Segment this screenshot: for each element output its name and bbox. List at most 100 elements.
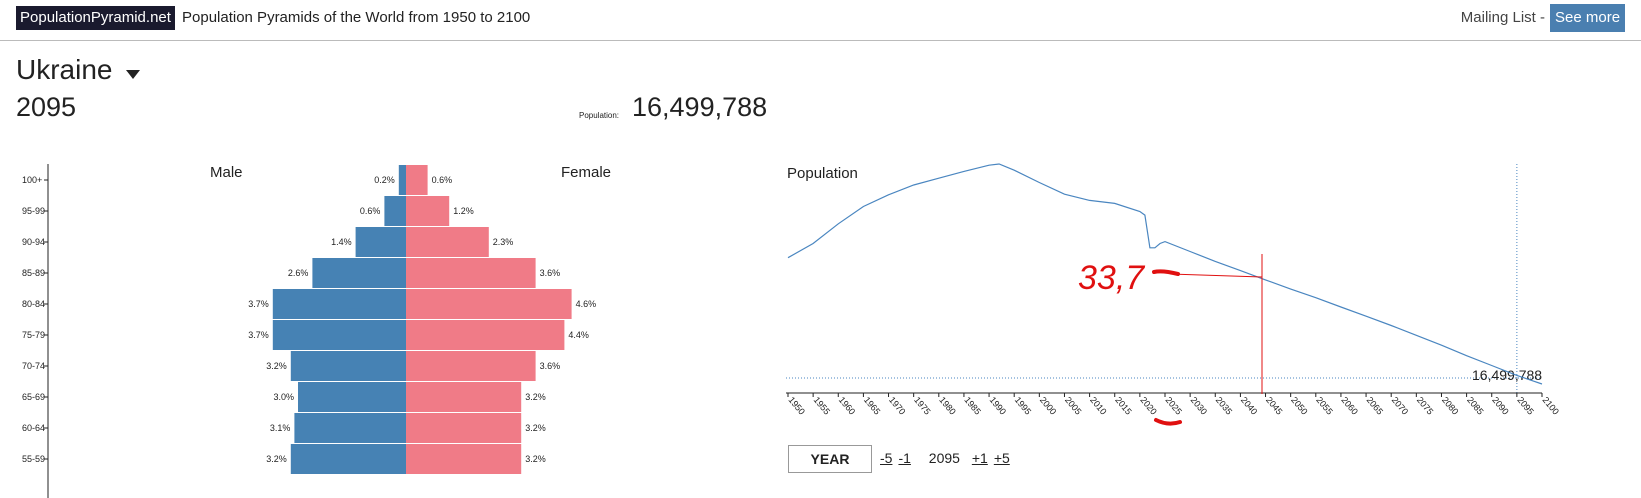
male-bar[interactable] [272,289,406,319]
female-value-label: 3.2% [525,423,546,433]
x-tick-label: 2000 [1038,395,1059,417]
female-bar[interactable] [406,289,572,319]
female-value-label: 4.4% [568,330,589,340]
age-label: 70-74 [22,361,45,371]
female-bar[interactable] [406,320,565,350]
x-tick-label: 2090 [1490,395,1511,417]
female-label: Female [561,164,611,181]
female-value-label: 3.6% [540,361,561,371]
female-bar[interactable] [406,351,536,381]
x-tick-label: 2095 [1515,395,1536,417]
current-year-value: 2095 [928,450,960,466]
x-tick-label: 2070 [1390,395,1411,417]
annotation-horizontal-line [1169,273,1263,278]
age-label: 85-89 [22,268,45,278]
x-tick-label: 1980 [937,395,958,417]
age-label: 65-69 [22,392,45,402]
male-value-label: 3.1% [270,423,291,433]
age-label: 60-64 [22,423,45,433]
line-chart-title: Population [787,165,858,182]
male-bar[interactable] [272,320,406,350]
country-title[interactable]: Ukraine [16,54,113,85]
annotation-dash [1152,269,1180,276]
x-tick-label: 2055 [1314,395,1335,417]
age-label: 75-79 [22,330,45,340]
selected-year: 2095 [16,92,77,122]
x-tick-label: 2045 [1264,395,1285,417]
x-tick-label: 1995 [1013,395,1034,417]
population-line [787,163,1543,385]
x-tick-label: 1990 [988,395,1009,417]
male-bar[interactable] [355,227,406,257]
female-value-label: 0.6% [432,175,453,185]
top-bar: PopulationPyramid.net Population Pyramid… [0,0,1641,41]
male-value-label: 3.2% [266,361,287,371]
x-tick-label: 2040 [1239,395,1260,417]
male-value-label: 2.6% [288,268,309,278]
male-bar[interactable] [294,413,406,443]
end-value-label: 16,499,788 [1472,367,1542,383]
x-tick-label: 2060 [1339,395,1360,417]
population-value: 16,499,788 [632,92,768,122]
x-tick-label: 2015 [1113,395,1134,417]
age-label: 100+ [22,175,42,185]
male-value-label: 3.7% [248,330,269,340]
year-plus5-link[interactable]: +5 [993,450,1010,466]
annotation-mark [1154,418,1182,426]
female-bar[interactable] [406,165,428,195]
annotation-value: 33,7 [1078,259,1145,297]
x-tick-label: 2100 [1540,395,1561,417]
x-tick-label: 2030 [1189,395,1210,417]
see-more-button[interactable]: See more [1550,4,1626,32]
age-label: 55-59 [22,454,45,464]
annotation-overlay: 33,7 [1078,254,1263,426]
male-bar[interactable] [398,165,406,195]
female-bar[interactable] [406,227,489,257]
population-pyramid: Male Female 100+ 0.2% 0.6% 95-99 0.6% 1.2% 90-… [22,164,611,498]
male-value-label: 1.4% [331,237,352,247]
male-value-label: 3.2% [266,454,287,464]
x-tick-label: 2075 [1415,395,1436,417]
age-label: 90-94 [22,237,45,247]
mailing-list-link[interactable]: Mailing List - [1460,9,1545,26]
x-tick-label: 2085 [1465,395,1486,417]
x-tick-label: 1950 [786,395,807,417]
male-value-label: 3.7% [248,299,269,309]
x-tick-label: 2005 [1063,395,1084,417]
male-bar[interactable] [290,444,406,474]
x-tick-label: 1970 [887,395,908,417]
x-tick-label: 1985 [962,395,983,417]
x-tick-label: 2025 [1163,395,1184,417]
male-value-label: 0.2% [374,175,395,185]
x-tick-label: 2065 [1365,395,1386,417]
site-logo[interactable]: PopulationPyramid.net [16,6,175,30]
female-bar[interactable] [406,382,522,412]
female-bar[interactable] [406,444,522,474]
female-bar[interactable] [406,196,450,226]
year-plus1-link[interactable]: +1 [971,450,988,466]
year-minus5-link[interactable]: -5 [880,450,893,466]
male-bar[interactable] [312,258,406,288]
x-tick-label: 1960 [837,395,858,417]
x-tick-label: 2010 [1088,395,1109,417]
x-tick-label: 2020 [1138,395,1159,417]
year-controls: -5 -1 2095 +1 +5 [880,450,1016,466]
population-line-chart: Population 16,499,788 1950 1955 1960 1965 19… [786,163,1561,426]
site-subtitle: Population Pyramids of the World from 19… [182,9,531,26]
x-tick-label: 2035 [1214,395,1235,417]
female-bar[interactable] [406,258,536,288]
female-bar[interactable] [406,413,522,443]
male-bar[interactable] [298,382,406,412]
female-value-label: 3.2% [525,392,546,402]
male-bar[interactable] [290,351,406,381]
chevron-down-icon[interactable] [126,70,140,79]
x-tick-label: 2050 [1289,395,1310,417]
year-minus1-link[interactable]: -1 [898,450,911,466]
x-tick-label: 1975 [912,395,933,417]
female-value-label: 2.3% [493,237,514,247]
female-value-label: 4.6% [576,299,597,309]
female-value-label: 1.2% [453,206,474,216]
x-tick-label: 1955 [812,395,833,417]
male-bar[interactable] [384,196,406,226]
age-label: 80-84 [22,299,45,309]
